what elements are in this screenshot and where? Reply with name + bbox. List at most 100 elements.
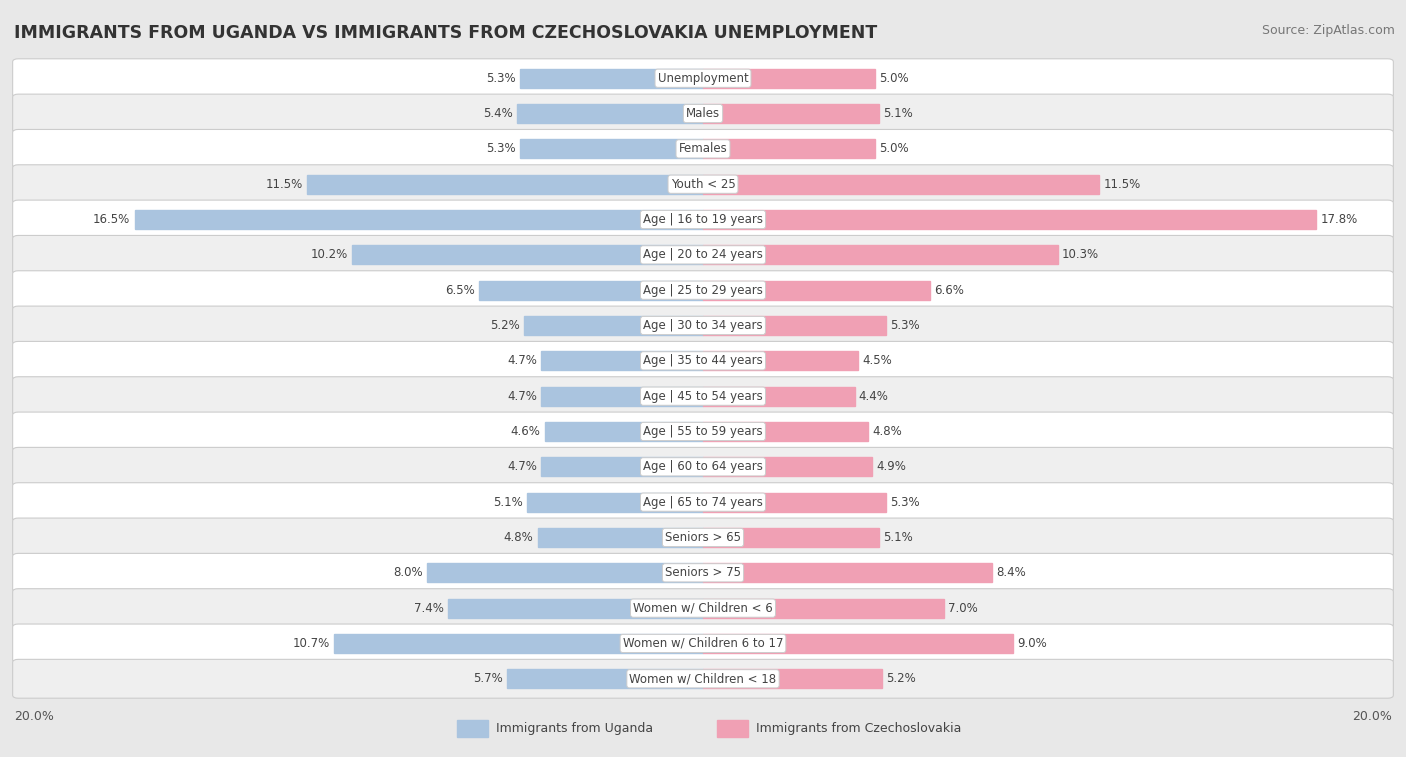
Bar — [703, 493, 886, 512]
Text: Age | 16 to 19 years: Age | 16 to 19 years — [643, 213, 763, 226]
Text: 10.2%: 10.2% — [311, 248, 347, 261]
Text: 9.0%: 9.0% — [1018, 637, 1047, 650]
FancyBboxPatch shape — [13, 200, 1393, 239]
Bar — [703, 351, 858, 370]
FancyBboxPatch shape — [13, 518, 1393, 557]
Text: 5.3%: 5.3% — [890, 319, 920, 332]
Bar — [703, 634, 1012, 653]
Text: Males: Males — [686, 107, 720, 120]
Text: 4.5%: 4.5% — [862, 354, 891, 367]
Bar — [541, 351, 703, 370]
Text: 20.0%: 20.0% — [14, 710, 53, 723]
FancyBboxPatch shape — [13, 129, 1393, 168]
Bar — [527, 493, 703, 512]
Bar — [703, 139, 876, 158]
FancyBboxPatch shape — [13, 235, 1393, 274]
Bar — [703, 104, 879, 123]
FancyBboxPatch shape — [13, 165, 1393, 204]
FancyBboxPatch shape — [13, 306, 1393, 345]
Text: Immigrants from Czechoslovakia: Immigrants from Czechoslovakia — [756, 721, 962, 735]
Bar — [717, 720, 748, 737]
FancyBboxPatch shape — [13, 659, 1393, 698]
Bar — [479, 281, 703, 300]
Bar — [520, 139, 703, 158]
FancyBboxPatch shape — [13, 94, 1393, 133]
Bar — [524, 316, 703, 335]
Bar — [427, 563, 703, 582]
Bar — [449, 599, 703, 618]
Text: 4.7%: 4.7% — [508, 354, 537, 367]
Text: Source: ZipAtlas.com: Source: ZipAtlas.com — [1261, 24, 1395, 37]
Text: 5.3%: 5.3% — [486, 72, 516, 85]
Text: 5.1%: 5.1% — [883, 107, 912, 120]
Text: 4.8%: 4.8% — [503, 531, 533, 544]
FancyBboxPatch shape — [13, 341, 1393, 380]
Text: Women w/ Children 6 to 17: Women w/ Children 6 to 17 — [623, 637, 783, 650]
Bar — [703, 175, 1099, 194]
Bar — [537, 528, 703, 547]
FancyBboxPatch shape — [13, 377, 1393, 416]
Text: 5.4%: 5.4% — [484, 107, 513, 120]
Text: 11.5%: 11.5% — [266, 178, 302, 191]
Text: Women w/ Children < 18: Women w/ Children < 18 — [630, 672, 776, 685]
Bar — [703, 457, 872, 476]
FancyBboxPatch shape — [13, 624, 1393, 663]
Text: 5.1%: 5.1% — [494, 496, 523, 509]
Text: Seniors > 75: Seniors > 75 — [665, 566, 741, 579]
Text: 5.0%: 5.0% — [880, 142, 910, 155]
Bar — [703, 387, 855, 406]
FancyBboxPatch shape — [13, 553, 1393, 592]
Bar — [703, 563, 993, 582]
Text: 16.5%: 16.5% — [93, 213, 131, 226]
Text: Seniors > 65: Seniors > 65 — [665, 531, 741, 544]
Text: 8.4%: 8.4% — [997, 566, 1026, 579]
Text: 20.0%: 20.0% — [1353, 710, 1392, 723]
Text: Age | 45 to 54 years: Age | 45 to 54 years — [643, 390, 763, 403]
Text: 8.0%: 8.0% — [394, 566, 423, 579]
Text: 5.2%: 5.2% — [489, 319, 520, 332]
Text: 4.7%: 4.7% — [508, 460, 537, 473]
FancyBboxPatch shape — [13, 483, 1393, 522]
Bar — [703, 528, 879, 547]
Bar — [520, 69, 703, 88]
Text: Age | 30 to 34 years: Age | 30 to 34 years — [643, 319, 763, 332]
Bar — [703, 422, 869, 441]
Text: Age | 55 to 59 years: Age | 55 to 59 years — [643, 425, 763, 438]
Bar — [541, 457, 703, 476]
Text: Age | 35 to 44 years: Age | 35 to 44 years — [643, 354, 763, 367]
Text: 5.3%: 5.3% — [890, 496, 920, 509]
Text: Women w/ Children < 6: Women w/ Children < 6 — [633, 602, 773, 615]
Text: IMMIGRANTS FROM UGANDA VS IMMIGRANTS FROM CZECHOSLOVAKIA UNEMPLOYMENT: IMMIGRANTS FROM UGANDA VS IMMIGRANTS FRO… — [14, 24, 877, 42]
Text: 7.4%: 7.4% — [413, 602, 444, 615]
FancyBboxPatch shape — [13, 589, 1393, 628]
Text: Youth < 25: Youth < 25 — [671, 178, 735, 191]
Text: Age | 60 to 64 years: Age | 60 to 64 years — [643, 460, 763, 473]
Bar — [352, 245, 703, 264]
Text: 5.3%: 5.3% — [486, 142, 516, 155]
Text: 4.7%: 4.7% — [508, 390, 537, 403]
Bar — [335, 634, 703, 653]
Text: 10.7%: 10.7% — [292, 637, 330, 650]
Text: Age | 20 to 24 years: Age | 20 to 24 years — [643, 248, 763, 261]
Bar — [307, 175, 703, 194]
Text: 6.5%: 6.5% — [446, 284, 475, 297]
Text: 7.0%: 7.0% — [948, 602, 979, 615]
Text: Immigrants from Uganda: Immigrants from Uganda — [496, 721, 654, 735]
Text: 4.8%: 4.8% — [873, 425, 903, 438]
FancyBboxPatch shape — [13, 412, 1393, 451]
Text: 10.3%: 10.3% — [1062, 248, 1099, 261]
Bar — [457, 720, 488, 737]
Bar — [703, 669, 882, 688]
Bar — [541, 387, 703, 406]
Bar — [703, 316, 886, 335]
Bar — [703, 245, 1057, 264]
FancyBboxPatch shape — [13, 271, 1393, 310]
Text: Females: Females — [679, 142, 727, 155]
FancyBboxPatch shape — [13, 447, 1393, 486]
Bar — [506, 669, 703, 688]
Text: 5.7%: 5.7% — [472, 672, 502, 685]
Text: 4.9%: 4.9% — [876, 460, 905, 473]
Bar — [135, 210, 703, 229]
Bar — [517, 104, 703, 123]
Bar — [544, 422, 703, 441]
